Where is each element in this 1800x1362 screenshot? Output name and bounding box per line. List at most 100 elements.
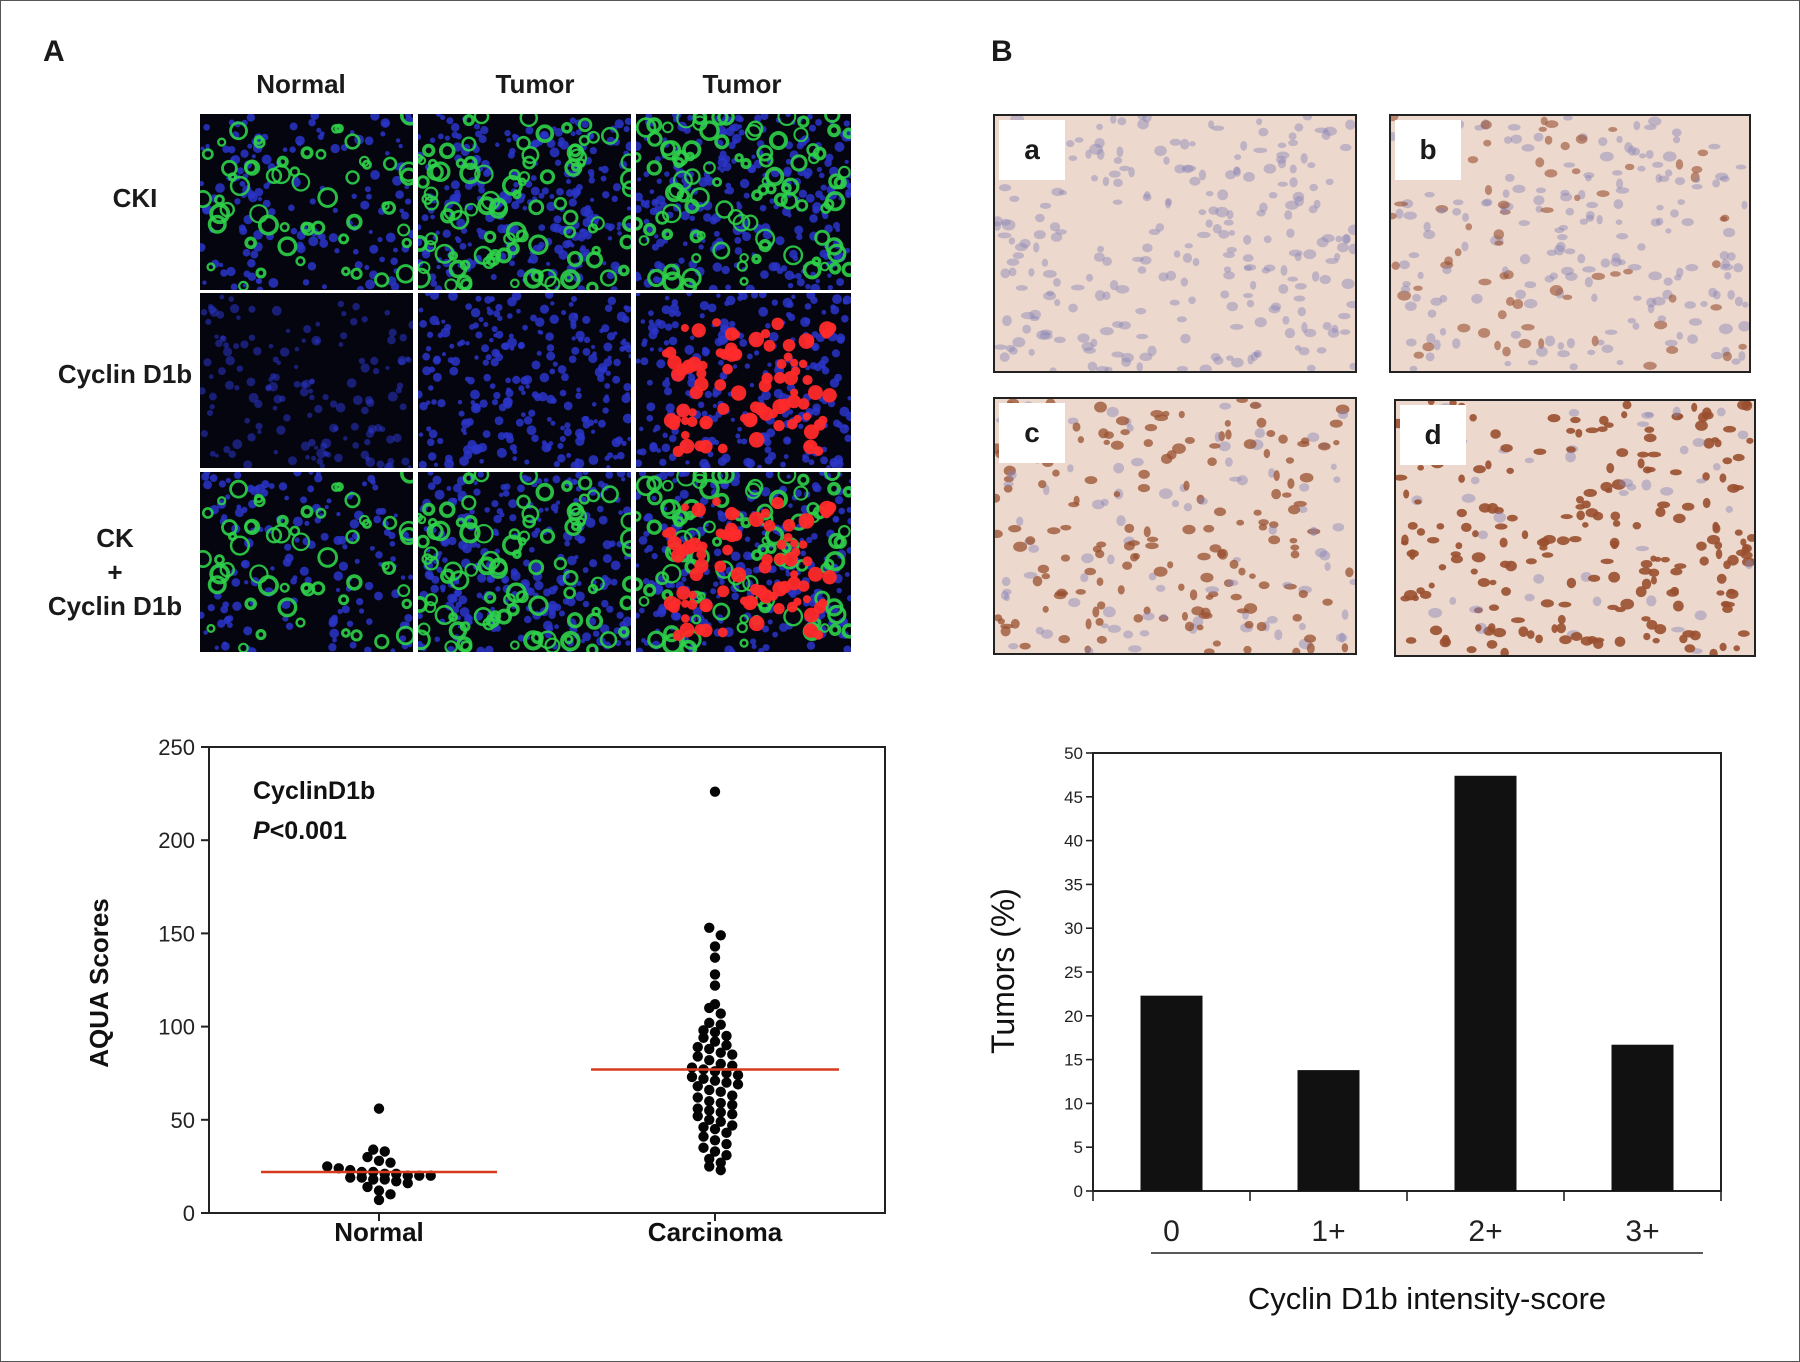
scatter-point-carcinoma <box>709 1036 721 1047</box>
scatter-y-tick-label: 50 <box>171 1108 195 1133</box>
scatter-y-tick-label: 200 <box>158 828 195 853</box>
bar-y-tick-label: 45 <box>1064 788 1083 807</box>
fluorescence-image-cyclin-tumor-2 <box>636 293 851 468</box>
scatter-point-normal <box>379 1174 390 1185</box>
scatter-y-tick-label: 100 <box>158 1015 195 1040</box>
scatter-point-carcinoma <box>715 1086 726 1098</box>
column-label-tumor-1: Tumor <box>495 69 575 99</box>
scatter-x-label-normal: Normal <box>334 1217 424 1247</box>
fluorescence-texture <box>636 472 851 652</box>
scatter-point-normal <box>356 1172 367 1183</box>
bar-y-tick-label: 35 <box>1064 875 1083 894</box>
scatter-point-carcinoma <box>692 1041 703 1053</box>
scatter-point-normal <box>362 1151 373 1163</box>
scatter-point-carcinoma <box>698 1025 709 1036</box>
ihc-tag-d: d <box>1400 405 1466 465</box>
scatter-point-carcinoma <box>704 1153 715 1165</box>
scatter-point-carcinoma <box>692 1081 703 1092</box>
ihc-tag-c: c <box>999 403 1065 463</box>
scatter-point-carcinoma <box>727 1049 738 1060</box>
bar-y-tick-label: 40 <box>1064 832 1083 851</box>
scatter-point-carcinoma <box>721 1077 732 1088</box>
bar-y-tick-label: 50 <box>1064 744 1083 763</box>
bar-2 <box>1454 775 1517 1191</box>
scatter-point-carcinoma <box>721 1030 732 1042</box>
fluorescence-image-cki-tumor-1 <box>418 114 631 290</box>
scatter-point-carcinoma <box>686 1062 698 1073</box>
scatter-point-carcinoma <box>715 1097 726 1109</box>
scatter-y-tick-label: 0 <box>183 1201 195 1226</box>
scatter-plot-frame <box>208 746 886 1214</box>
scatter-point-carcinoma <box>727 1099 738 1111</box>
scatter-point-carcinoma <box>715 1058 726 1070</box>
bar-3 <box>1611 1044 1674 1191</box>
scatter-point-carcinoma <box>704 1002 715 1014</box>
scatter-point-carcinoma <box>704 1114 715 1125</box>
scatter-point-normal <box>373 1103 385 1114</box>
scatter-point-normal <box>322 1161 333 1172</box>
scatter-point-carcinoma <box>727 1120 738 1131</box>
bar-x-tick-label: 1+ <box>1311 1215 1345 1248</box>
bar-y-tick-label: 15 <box>1064 1051 1083 1070</box>
row-label-cki: CKI <box>112 183 158 213</box>
scatter-point-normal <box>373 1194 385 1206</box>
scatter-point-normal <box>368 1174 379 1185</box>
scatter-point-normal <box>368 1144 379 1155</box>
scatter-point-carcinoma <box>704 1017 715 1029</box>
scatter-point-carcinoma <box>709 941 721 952</box>
fluorescence-image-cyclin-tumor-1 <box>418 293 631 468</box>
scatter-point-carcinoma <box>692 1103 703 1114</box>
aqua-scatter-chart: 0 50 100 150 200 250 CyclinD1b P<0.001 AQUA S… <box>84 735 886 1247</box>
scatter-point-carcinoma <box>715 1019 726 1030</box>
fluorescence-texture <box>200 293 413 468</box>
scatter-point-carcinoma <box>704 1105 715 1116</box>
fluorescence-image-cyclin-normal <box>200 293 413 468</box>
scatter-title: CyclinD1b <box>253 777 375 805</box>
scatter-point-normal <box>402 1177 413 1189</box>
scatter-x-label-carcinoma: Carcinoma <box>648 1217 783 1247</box>
scatter-point-carcinoma <box>698 1122 709 1133</box>
fluorescence-texture <box>636 293 851 468</box>
scatter-point-carcinoma <box>686 1071 698 1083</box>
scatter-point-carcinoma <box>704 1054 715 1066</box>
scatter-point-carcinoma <box>709 952 721 963</box>
ihc-texture <box>995 399 1355 653</box>
scatter-point-carcinoma <box>732 1079 744 1090</box>
scatter-point-normal <box>385 1157 396 1168</box>
column-label-tumor-2: Tumor <box>702 69 782 99</box>
fluorescence-image-cki-tumor-2 <box>636 114 851 290</box>
scatter-point-carcinoma <box>715 930 726 941</box>
row-label-ck-plus-cyclin: CK + Cyclin D1b <box>47 523 183 621</box>
fluorescence-image-merge-tumor-1 <box>418 472 631 652</box>
ihc-image-d: d <box>1394 399 1756 657</box>
fluorescence-texture <box>200 472 413 652</box>
bar-y-axis-label: Tumors (%) <box>985 888 1021 1054</box>
ihc-image-a: a <box>993 114 1357 373</box>
fluorescence-image-merge-tumor-2 <box>636 472 851 652</box>
bar-x-tick-label: 3+ <box>1625 1215 1659 1248</box>
bar-0 <box>1140 995 1203 1191</box>
row-label-cyclin-d1b: Cyclin D1b <box>57 359 193 389</box>
scatter-point-carcinoma <box>704 1043 715 1055</box>
bar-1 <box>1297 1070 1360 1191</box>
fluorescence-texture <box>418 114 631 290</box>
bar-y-tick-label: 30 <box>1064 919 1083 938</box>
scatter-point-carcinoma <box>698 1073 709 1084</box>
scatter-point-carcinoma <box>692 1051 703 1062</box>
scatter-point-carcinoma <box>709 786 721 797</box>
scatter-point-carcinoma <box>709 1026 721 1038</box>
scatter-point-carcinoma <box>698 1142 709 1153</box>
bar-x-tick-label: 2+ <box>1468 1215 1502 1248</box>
scatter-point-normal <box>379 1146 390 1157</box>
intensity-bar-chart: 0 5 10 15 20 25 30 35 40 45 50 0 1+ 2+ 3+ Cyclin D1b … <box>985 744 1722 1316</box>
bar-x-tick-label: 0 <box>1163 1215 1180 1248</box>
scatter-point-carcinoma <box>727 1109 738 1120</box>
scatter-point-carcinoma <box>715 1157 726 1168</box>
scatter-y-tick-label: 250 <box>158 735 195 760</box>
scatter-point-carcinoma <box>721 1138 732 1150</box>
fluorescence-texture <box>418 293 631 468</box>
scatter-point-carcinoma <box>715 1107 726 1118</box>
scatter-point-normal <box>385 1189 396 1200</box>
scatter-point-carcinoma <box>704 1095 715 1107</box>
